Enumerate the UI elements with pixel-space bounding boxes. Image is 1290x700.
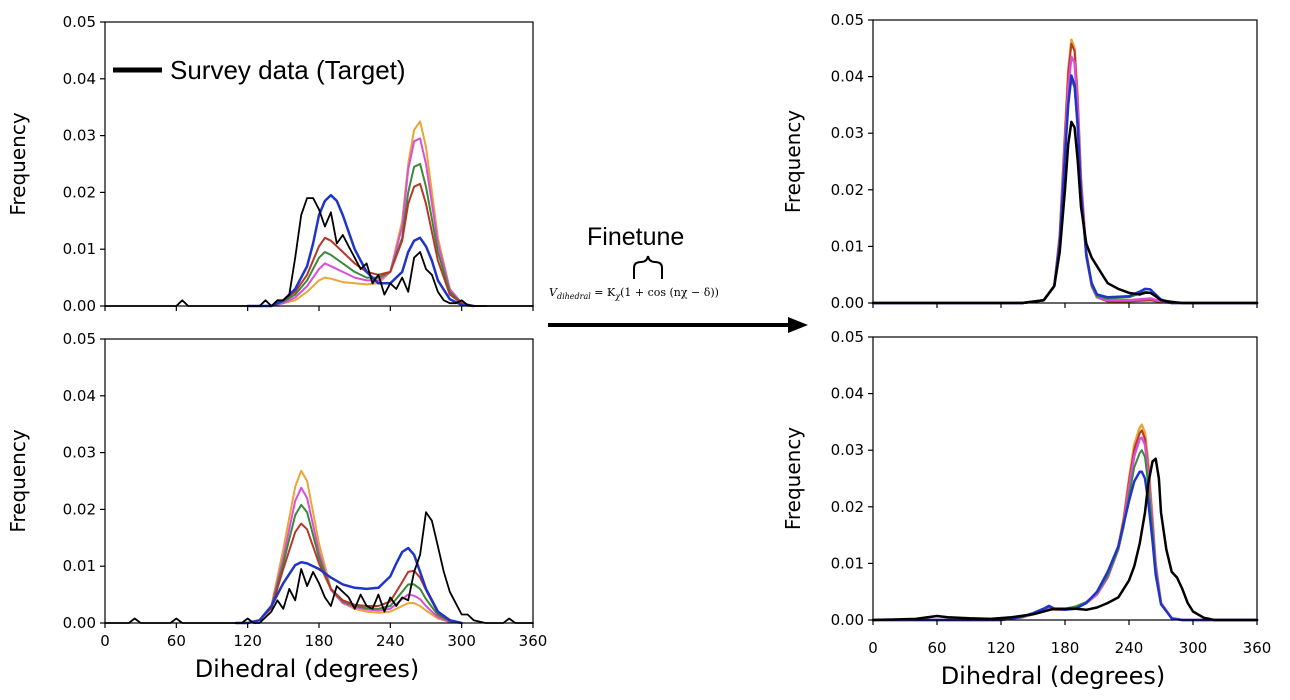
y-tick-label: 0.05 <box>63 330 96 348</box>
y-tick-label: 0.02 <box>831 498 864 516</box>
y-tick-label: 0.03 <box>63 127 96 145</box>
x-tick-label: 300 <box>447 632 476 650</box>
y-tick-label: 0.05 <box>831 11 864 29</box>
finetune-label: Finetune <box>587 223 684 251</box>
y-tick-label: 0.05 <box>63 13 96 31</box>
x-tick-label: 60 <box>167 632 186 650</box>
plot-frame <box>104 338 534 624</box>
y-tick-label: 0.05 <box>831 328 864 346</box>
x-axis-label: Dihedral (degrees) <box>195 655 420 683</box>
y-tick-label: 0.00 <box>63 297 96 315</box>
x-tick-label: 360 <box>1243 639 1272 657</box>
plot-frame <box>872 336 1258 621</box>
y-tick-label: 0.02 <box>63 500 96 518</box>
y-tick-label: 0.03 <box>831 441 864 459</box>
series-line-red <box>872 429 1258 621</box>
x-tick-label: 0 <box>868 639 878 657</box>
dihedral-equation: Vdihedral = Kχ(1 + cos (nχ − δ)) <box>549 286 719 301</box>
series-line-green <box>872 449 1258 621</box>
y-tick-label: 0.02 <box>831 181 864 199</box>
y-tick-label: 0.04 <box>831 68 864 86</box>
x-tick-label: 120 <box>987 639 1016 657</box>
y-tick-label: 0.01 <box>63 240 96 258</box>
y-axis-label: Frequency <box>781 110 805 213</box>
y-tick-label: 0.00 <box>831 294 864 312</box>
x-tick-label: 300 <box>1179 639 1208 657</box>
y-tick-label: 0.00 <box>63 614 96 632</box>
x-tick-label: 0 <box>100 632 110 650</box>
series-line-blue <box>246 193 475 308</box>
x-tick-label: 240 <box>1115 639 1144 657</box>
y-axis-label: Frequency <box>781 427 805 530</box>
series-line-blue <box>871 470 1259 622</box>
series-line-blue <box>234 546 463 625</box>
y-tick-label: 0.02 <box>63 183 96 201</box>
y-tick-label: 0.01 <box>63 557 96 575</box>
y-tick-label: 0.01 <box>831 554 864 572</box>
y-tick-label: 0.04 <box>63 70 96 88</box>
series-line-black <box>104 511 534 624</box>
brace-icon <box>633 255 663 279</box>
x-tick-label: 360 <box>519 632 548 650</box>
chart-bottom-left: 0.00 0.01 0.02 0.03 0.04 0.05 0 60 120 180 240 300 3… <box>6 330 547 683</box>
series-line-black <box>871 457 1259 622</box>
legend-label: Survey data (Target) <box>170 55 406 85</box>
y-axis-label: Frequency <box>6 112 30 215</box>
y-tick-label: 0.04 <box>63 387 96 405</box>
series-line-green <box>234 503 463 624</box>
x-tick-label: 120 <box>233 632 262 650</box>
x-axis-label: Dihedral (degrees) <box>941 662 1166 690</box>
x-tick-label: 60 <box>927 639 946 657</box>
series-line-red <box>246 182 487 307</box>
chart-bottom-right: 0.00 0.01 0.02 0.03 0.04 0.05 0 60 120 180 240 300 3… <box>781 328 1271 690</box>
y-tick-label: 0.04 <box>831 385 864 403</box>
chart-top-left: 0.00 0.01 0.02 0.03 0.04 0.05 Frequency <box>6 13 534 315</box>
x-tick-label: 180 <box>305 632 334 650</box>
x-tick-label: 240 <box>376 632 405 650</box>
series-line-black <box>871 120 1259 305</box>
y-tick-label: 0.01 <box>831 237 864 255</box>
y-axis-label: Frequency <box>6 429 30 532</box>
x-tick-label: 180 <box>1051 639 1080 657</box>
y-tick-label: 0.00 <box>831 611 864 629</box>
y-tick-label: 0.03 <box>831 124 864 142</box>
series-line-magenta <box>246 137 487 307</box>
series-line-orange <box>871 423 1259 622</box>
series-line-red <box>234 522 463 624</box>
y-tick-label: 0.03 <box>63 444 96 462</box>
series-line-magenta <box>871 436 1259 622</box>
transfer-arrow-head <box>788 317 808 333</box>
chart-top-right: 0.00 0.01 0.02 0.03 0.04 0.05 Frequency <box>781 11 1259 312</box>
